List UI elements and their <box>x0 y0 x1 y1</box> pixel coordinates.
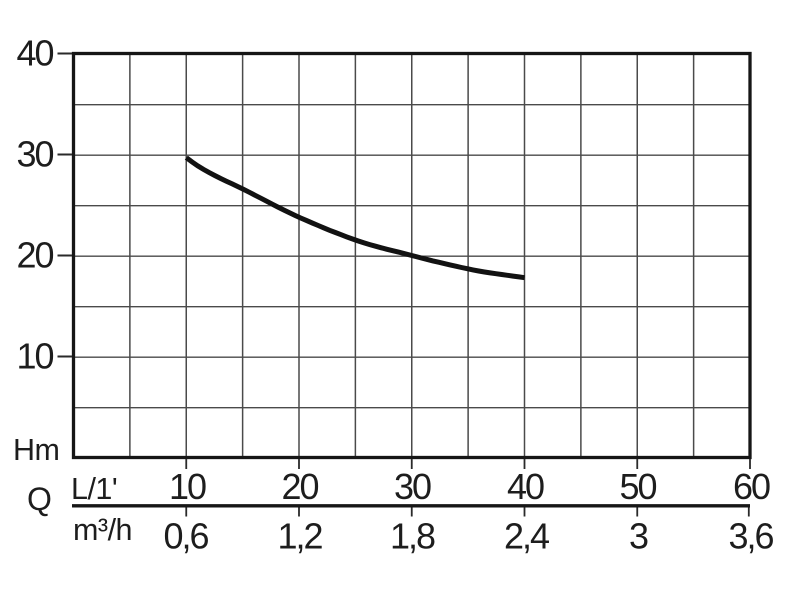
svg-text:30: 30 <box>394 466 431 507</box>
svg-text:60: 60 <box>733 466 770 507</box>
svg-text:40: 40 <box>16 33 53 74</box>
svg-text:m³/h: m³/h <box>73 513 132 547</box>
svg-text:40: 40 <box>507 466 544 507</box>
svg-text:3,6: 3,6 <box>728 516 773 557</box>
svg-text:Hm: Hm <box>13 433 59 467</box>
svg-text:L/1': L/1' <box>71 472 117 506</box>
svg-text:10: 10 <box>16 336 53 377</box>
svg-text:Q: Q <box>27 481 52 517</box>
svg-text:30: 30 <box>16 134 53 175</box>
svg-text:20: 20 <box>281 466 318 507</box>
svg-text:2,4: 2,4 <box>504 516 549 557</box>
svg-text:0,6: 0,6 <box>163 516 208 557</box>
svg-text:10: 10 <box>169 466 206 507</box>
svg-text:50: 50 <box>619 466 656 507</box>
svg-text:1,2: 1,2 <box>277 516 322 557</box>
svg-text:20: 20 <box>16 235 53 276</box>
svg-text:1,8: 1,8 <box>390 516 435 557</box>
svg-text:3: 3 <box>629 516 648 557</box>
